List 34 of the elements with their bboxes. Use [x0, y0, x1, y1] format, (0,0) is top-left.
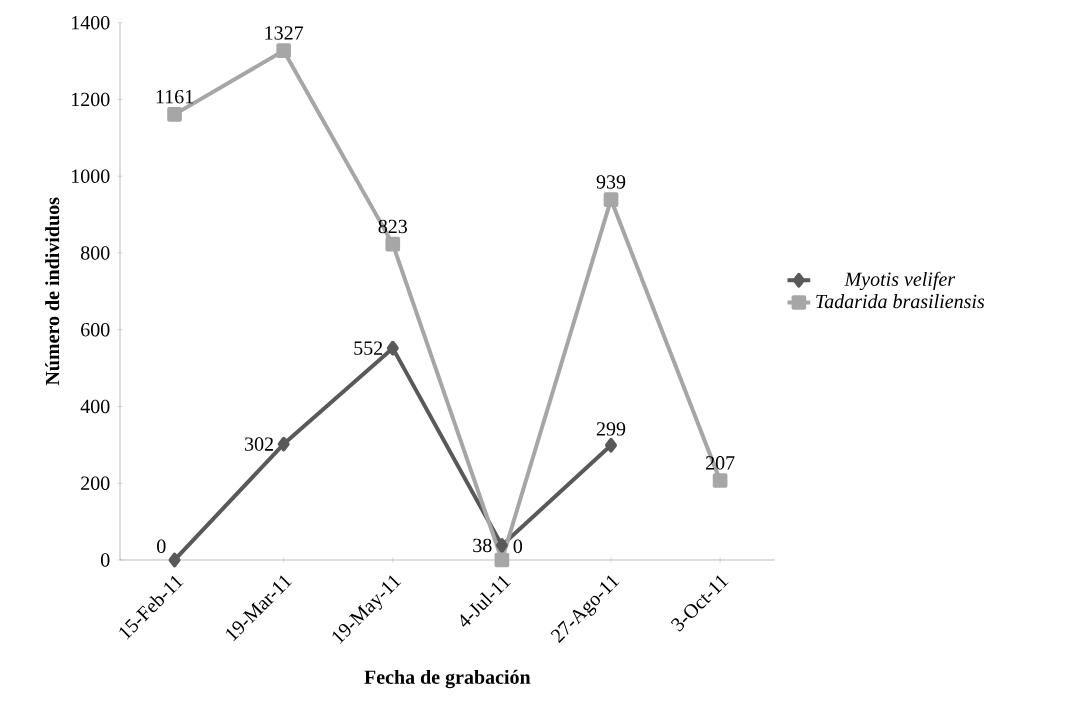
y-tick-label: 1400 [71, 15, 110, 30]
point [495, 538, 508, 553]
y-tick-label: 1000 [71, 169, 110, 183]
point [605, 437, 617, 453]
legend-label: Myotis velifer [844, 271, 956, 291]
point [494, 552, 510, 568]
y-tick-label: 0 [100, 553, 110, 567]
legend-label: Tadarida brasiliensis [816, 294, 985, 309]
data-label: 1327 [265, 26, 304, 40]
point [277, 436, 290, 452]
y-tick-label: 800 [80, 246, 110, 260]
data-label: 939 [596, 175, 626, 189]
data-label: 0 [157, 539, 166, 554]
data-label: 1161 [156, 90, 193, 104]
y-tick-label: 1200 [71, 92, 110, 107]
x-axis-title: Fecha de grabación [364, 669, 531, 689]
y-axis-title: Número de individuos [45, 197, 60, 386]
data-label: 207 [705, 456, 735, 470]
point [276, 43, 292, 59]
data-label: 552 [354, 341, 383, 355]
data-label: 38 [473, 538, 492, 553]
y-tick-label: 400 [80, 399, 110, 414]
point [167, 107, 182, 122]
point [712, 473, 728, 488]
data-label: 823 [378, 219, 407, 234]
point [168, 552, 181, 568]
point [386, 340, 399, 356]
y-tick-label: 200 [81, 476, 110, 490]
y-tick-label: 600 [81, 322, 110, 337]
data-label: 302 [245, 437, 273, 451]
data-label: 0 [513, 539, 523, 554]
data-label: 299 [596, 422, 626, 436]
point [603, 192, 619, 207]
point [385, 236, 401, 252]
